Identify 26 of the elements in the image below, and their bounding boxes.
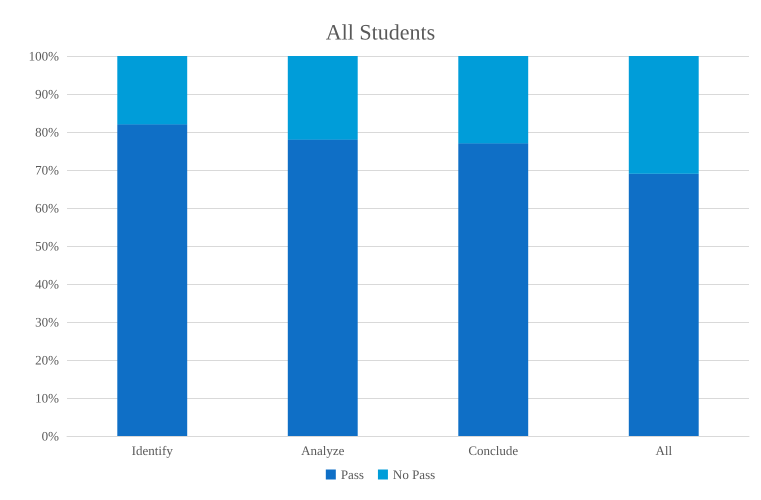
bar bbox=[288, 140, 358, 436]
bar bbox=[458, 143, 528, 436]
bar bbox=[117, 124, 188, 436]
y-tick-label: 70% bbox=[35, 162, 60, 178]
bar bbox=[117, 56, 188, 124]
y-tick-label: 60% bbox=[35, 200, 60, 216]
x-tick-label: Conclude bbox=[468, 443, 518, 458]
bar bbox=[628, 174, 699, 436]
x-tick-label: Identify bbox=[132, 443, 174, 458]
y-tick-label: 10% bbox=[35, 390, 60, 406]
bar bbox=[628, 56, 699, 174]
y-tick-label: 30% bbox=[35, 314, 60, 330]
legend-label: No Pass bbox=[392, 467, 436, 482]
y-tick-label: 90% bbox=[35, 86, 60, 102]
bar bbox=[288, 56, 358, 140]
x-tick-label: Analyze bbox=[301, 443, 345, 458]
y-tick-label: 50% bbox=[35, 238, 60, 254]
y-tick-label: 20% bbox=[35, 352, 60, 368]
chart-title: All Students bbox=[326, 20, 436, 44]
y-tick-label: 80% bbox=[35, 124, 60, 140]
bar bbox=[458, 56, 528, 144]
x-tick-label: All bbox=[655, 443, 672, 458]
y-tick-label: 100% bbox=[28, 48, 60, 64]
y-tick-label: 0% bbox=[42, 428, 60, 444]
legend-label: Pass bbox=[340, 467, 364, 482]
y-tick-label: 40% bbox=[35, 276, 60, 292]
